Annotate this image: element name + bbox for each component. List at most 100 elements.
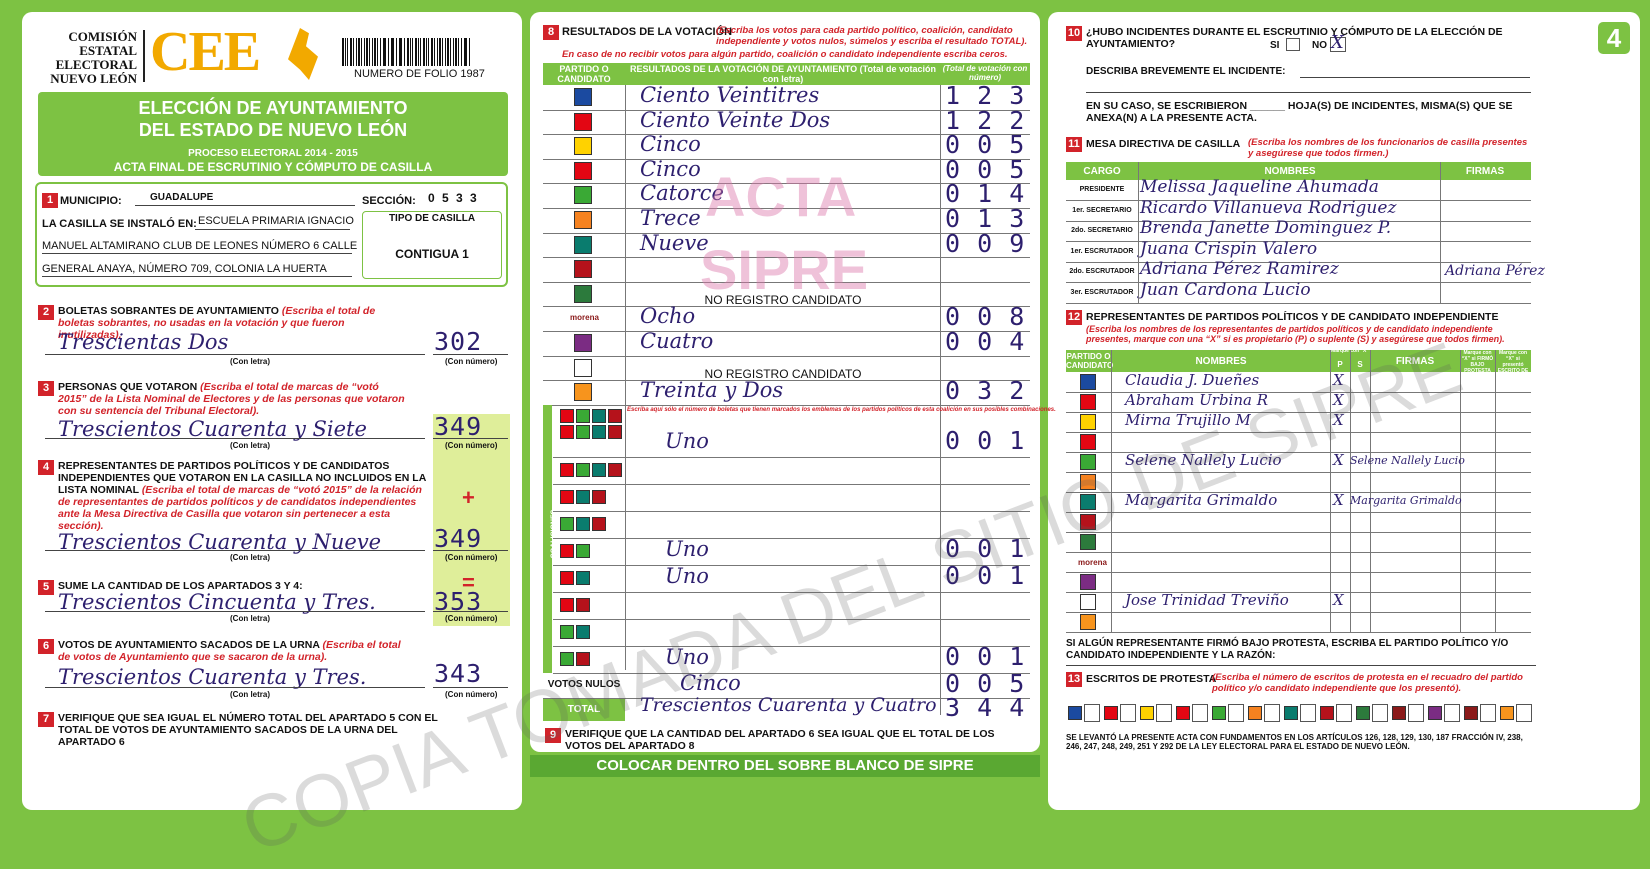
party-logo (560, 516, 574, 531)
party-name: morena (570, 313, 599, 323)
rule-line (553, 591, 1030, 593)
section-number: 2 (38, 305, 54, 320)
party-logo (576, 516, 590, 531)
row-label: VOTOS NULOS (547, 678, 621, 690)
handwritten-name: Claudia J. Dueñes (1125, 371, 1260, 389)
handwritten-number: 0 0 1 (945, 560, 1026, 590)
sheet-badge: 4 (1598, 22, 1630, 54)
handwritten-number: 343 (434, 659, 483, 688)
party-logo (574, 334, 592, 352)
title-box (38, 92, 508, 176)
barcode-bar (433, 38, 435, 66)
party-logo (574, 88, 592, 106)
barcode-bar (441, 38, 443, 66)
barcode-bar (409, 38, 411, 66)
box (1480, 704, 1496, 722)
handwritten-number: 349 (434, 524, 483, 553)
rule-line (1066, 302, 1531, 304)
header-row (1066, 162, 1531, 180)
operator: = (462, 570, 475, 595)
column-header: FIRMAS (1465, 166, 1505, 177)
sublabel: (Con letra) (230, 690, 270, 699)
party-logo (592, 462, 606, 477)
section-note: (Escriba el total de marcas de “votó 201… (58, 381, 405, 418)
title-line2: DEL ESTADO DE NUEVO LEÓN (138, 120, 408, 140)
barcode-bar (425, 38, 427, 66)
handwritten-name: Juana Crispin Valero (1140, 238, 1318, 259)
section1-box (35, 182, 508, 287)
barcode-bar (382, 38, 385, 66)
rule-line (143, 30, 145, 82)
box (1330, 37, 1346, 52)
party-logo (592, 424, 606, 439)
handwritten-number: 0 0 1 (945, 533, 1026, 563)
signature: Margarita Grimaldo (1350, 494, 1462, 507)
handwritten-name: Selene Nallely Lucio (1125, 451, 1282, 469)
party-logo (560, 462, 574, 477)
handwritten-number: 0 3 2 (945, 376, 1026, 406)
handwritten-letter: Uno (665, 428, 709, 453)
party-logo (1080, 594, 1096, 610)
mark: X (1331, 32, 1344, 53)
rule-line (1066, 412, 1531, 413)
box (1156, 704, 1172, 722)
row-label: TOTAL (567, 703, 601, 715)
rule-line (553, 510, 1030, 512)
handwritten-letter: Ciento Veinte Dos (640, 107, 831, 132)
section-title: REPRESENTANTES DE PARTIDOS POLÍTICOS Y D… (58, 460, 426, 497)
rule-line (543, 158, 1030, 160)
section-heading: VOTOS DE AYUNTAMIENTO SACADOS DE LA URNA… (58, 639, 408, 663)
rule-line (625, 85, 626, 670)
row-note: NO REGISTRO CANDIDATO (704, 292, 862, 307)
folio: NUMERO DE FOLIO 1987 (354, 68, 485, 80)
party-logo (1080, 534, 1096, 550)
barcode-bar (420, 38, 422, 66)
sublabel: (Con letra) (230, 357, 270, 366)
section-number: 1 (42, 193, 58, 208)
section-note: (Escriba los votos para cada partido pol… (716, 25, 1028, 47)
column-header: PARTIDO O CANDIDATO (557, 64, 611, 84)
row-note: NO REGISTRO CANDIDATO (704, 366, 862, 381)
handwritten-number: 0 0 5 (945, 668, 1026, 698)
party-logo (574, 358, 592, 377)
party-logo (576, 408, 590, 423)
right-panel (1048, 12, 1640, 810)
rule-line (433, 687, 508, 688)
section-note: (Escriba los nombres de los funcionarios… (1248, 137, 1528, 159)
role: PRESIDENTE (1079, 186, 1125, 193)
handwritten-number: 0 0 9 (945, 228, 1026, 258)
value: ESCUELA PRIMARIA IGNACIO (198, 215, 354, 227)
section-note: (Escriba el total de boletas sobrantes, … (58, 305, 376, 342)
handwritten-letter: Ciento Veintitres (640, 83, 820, 107)
party-logo (608, 462, 622, 477)
party-logo (560, 543, 574, 558)
page: Acta final de escrutinio y cómputo de ca… (22, 12, 1640, 869)
rule-line (1066, 432, 1531, 433)
mark: X (1333, 411, 1344, 429)
party-logo (608, 408, 622, 423)
section-number: 7 (38, 712, 54, 727)
barcode-bar (444, 38, 446, 66)
party-logo (576, 489, 590, 504)
section-number: 4 (38, 460, 54, 475)
barcode-bar (371, 38, 373, 66)
rule-line (1111, 350, 1112, 632)
coalition-label: COALICIONES (550, 509, 558, 559)
rule-line (1350, 350, 1351, 632)
party-name: morena (1078, 558, 1107, 567)
rule-line (1066, 552, 1531, 553)
role: 1er. SECRETARIO (1072, 206, 1132, 214)
party-logo (1080, 474, 1096, 490)
party-logo (1080, 574, 1096, 590)
party-logo (560, 489, 574, 504)
rule-line (1066, 261, 1531, 263)
rule-line (543, 306, 1030, 308)
header-row (1066, 350, 1531, 372)
column-header: RESULTADOS DE LA VOTACIÓN DE AYUNTAMIENT… (629, 64, 936, 84)
handwritten-number: 349 (434, 412, 483, 441)
party-logo (574, 137, 592, 156)
box (1120, 704, 1136, 722)
handwritten-number: 0 1 3 (945, 204, 1026, 233)
section-heading: SUME LA CANTIDAD DE LOS APARTADOS 3 Y 4: (58, 580, 408, 592)
party-logo (576, 624, 590, 639)
